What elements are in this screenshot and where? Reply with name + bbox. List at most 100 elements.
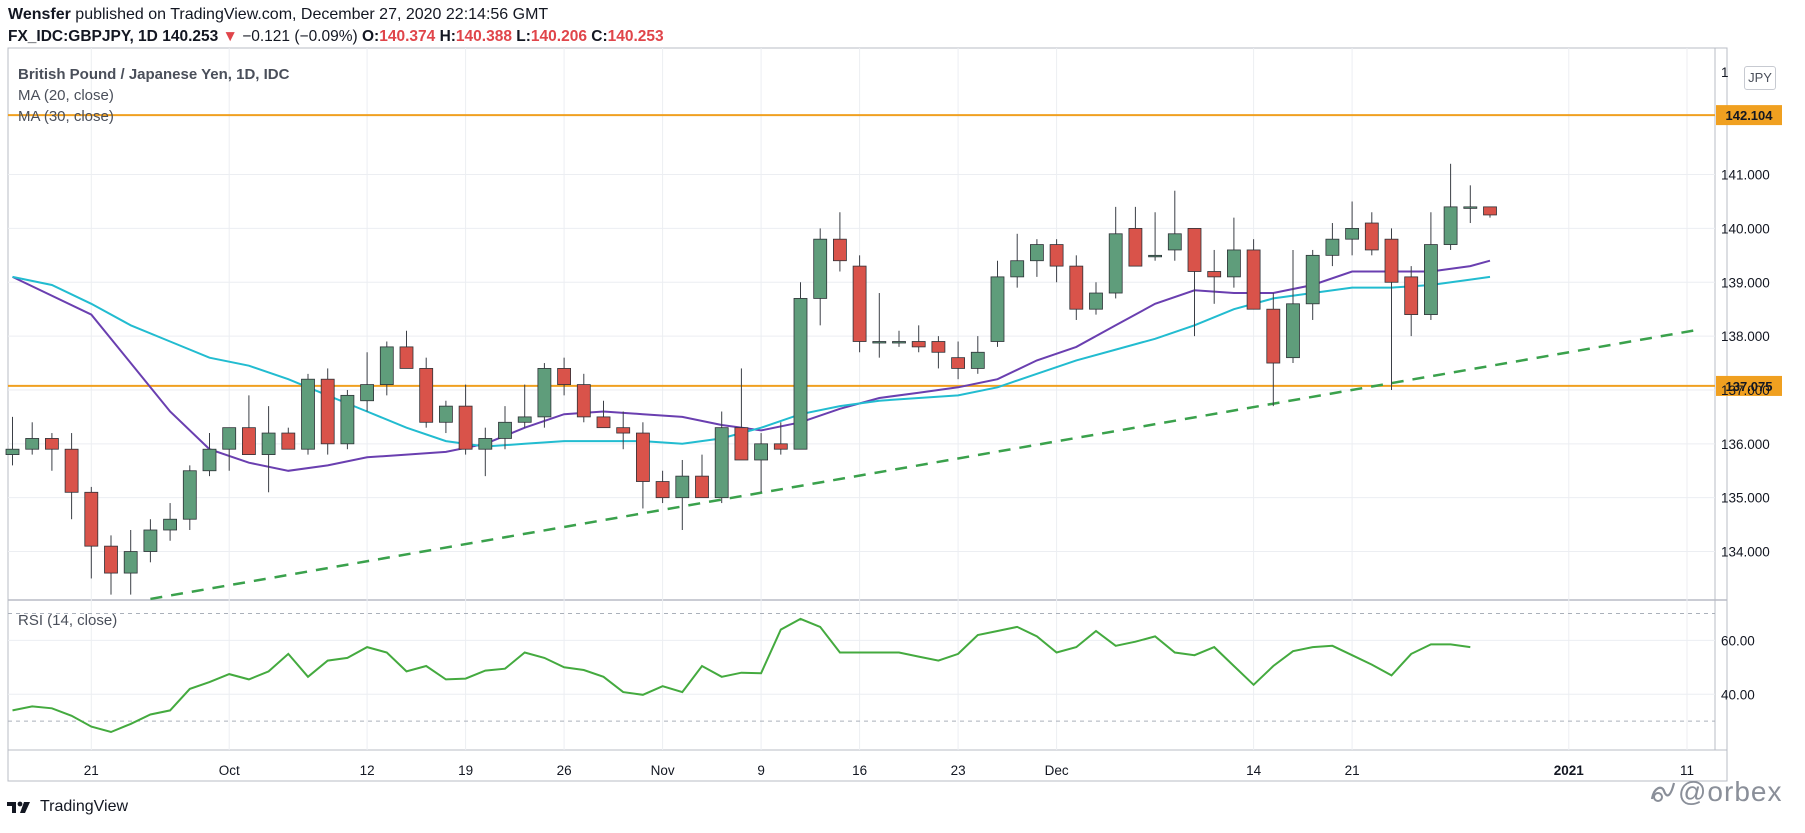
down-arrow-icon: ▼	[222, 28, 238, 45]
candle-body	[576, 384, 591, 418]
high-value: 140.388	[455, 28, 512, 45]
watermark-text: @orbex	[1678, 776, 1783, 807]
candle-body	[340, 394, 355, 445]
candle-body	[399, 346, 414, 369]
candle-body	[1010, 260, 1025, 278]
candle-body	[675, 475, 690, 499]
time-axis-label: 12	[360, 763, 375, 778]
currency-button[interactable]: JPY	[1744, 66, 1776, 90]
candlesticks	[5, 163, 1497, 595]
candle-body	[1128, 228, 1143, 267]
level-price-tag	[1716, 375, 1782, 396]
candle-body	[1424, 244, 1438, 315]
close-label: C:	[591, 28, 608, 45]
candle-body	[852, 265, 867, 342]
candle-body	[301, 378, 315, 450]
candle-body	[1167, 233, 1182, 251]
open-value: 140.374	[379, 28, 436, 45]
candle-body	[911, 341, 926, 348]
candle-body	[1364, 222, 1379, 251]
symbol-info: FX_IDC:GBPJPY, 1D 140.253 ▼ −0.121 (−0.0…	[8, 28, 664, 46]
time-axis-label: 21	[84, 763, 99, 778]
time-axis-label: 21	[1345, 763, 1360, 778]
candle-body	[1305, 254, 1320, 305]
candle-body	[1227, 249, 1241, 278]
candle-body	[458, 405, 473, 450]
time-axis-label: 11	[1680, 763, 1694, 778]
close-value: 140.253	[607, 28, 664, 45]
candle-body	[793, 298, 808, 450]
horizontal-levels[interactable]: 142.104 137.075	[8, 105, 1782, 396]
candle-body	[1030, 244, 1044, 262]
candle-body	[241, 427, 256, 455]
candle-body	[84, 491, 99, 547]
time-axis-label: 19	[458, 763, 473, 778]
candle-body	[892, 341, 906, 344]
price-axis-label: 141.000	[1721, 168, 1770, 183]
candle-body	[1345, 228, 1359, 240]
trendline[interactable]	[150, 328, 1700, 601]
watermark: @orbex	[1648, 776, 1782, 808]
candle-body	[379, 346, 394, 385]
candle-body	[1069, 265, 1084, 310]
candle-body	[1089, 292, 1103, 310]
publish-text: published on TradingView.com, December 2…	[75, 6, 549, 23]
rsi-axis-label: 40.00	[1721, 687, 1755, 702]
ma30-legend[interactable]: MA (30, close)	[18, 108, 114, 125]
candle-body	[773, 443, 788, 450]
candle-body	[478, 438, 493, 450]
time-axis-label: Oct	[219, 763, 240, 778]
rsi-line	[12, 617, 1471, 734]
candle-body	[1207, 271, 1222, 278]
price-axis-label: 139.000	[1721, 275, 1770, 290]
time-axis-label: 9	[757, 763, 765, 778]
open-label: O:	[362, 28, 380, 45]
time-axis-label: 16	[852, 763, 867, 778]
support-trendline	[150, 328, 1700, 601]
candle-body	[360, 384, 375, 402]
rsi-line	[12, 617, 1471, 734]
level-price-label: 137.075	[1726, 379, 1773, 394]
author-name[interactable]: Wensfer	[8, 6, 71, 23]
rsi-axis-label: 60.00	[1721, 633, 1755, 648]
tradingview-brand: TradingView	[40, 798, 129, 815]
candle-body	[1246, 249, 1261, 310]
orbex-logo-icon	[1650, 782, 1676, 802]
candle-body	[1384, 238, 1399, 283]
candle-body	[517, 416, 532, 423]
rsi-legend[interactable]: RSI (14, close)	[18, 612, 118, 629]
candle-body	[1325, 238, 1340, 256]
price-axis[interactable]: 1 134.000 135.000 136.000 137.000 138.000 139.…	[1721, 65, 1770, 702]
time-axis-label: Dec	[1045, 763, 1069, 778]
price-axis-label: 136.000	[1721, 437, 1770, 452]
candle-body	[1463, 206, 1478, 209]
tradingview-icon	[7, 801, 30, 813]
candle-body	[182, 470, 197, 520]
price-change: −0.121 (−0.09%)	[242, 28, 358, 45]
candle-body	[616, 427, 631, 434]
candle-body	[970, 351, 985, 369]
candle-body	[320, 378, 335, 445]
high-label: H:	[439, 28, 456, 45]
candle-body	[143, 529, 158, 552]
time-axis-label: 23	[951, 763, 966, 778]
candle-body	[537, 368, 552, 418]
low-label: L:	[516, 28, 531, 45]
price-axis-label: 135.000	[1721, 491, 1770, 506]
time-axis-label: 14	[1246, 763, 1262, 778]
symbol-name: FX_IDC:GBPJPY, 1D	[8, 28, 158, 45]
ma20-legend[interactable]: MA (20, close)	[18, 87, 114, 104]
rsi-band	[8, 612, 1715, 722]
chart-title[interactable]: British Pound / Japanese Yen, 1D, IDC	[18, 66, 290, 83]
candle-body	[1286, 303, 1300, 359]
publish-info: Wensfer published on TradingView.com, De…	[8, 6, 548, 24]
candle-body	[438, 405, 453, 423]
time-axis-label: 2021	[1554, 763, 1585, 778]
candle-body	[636, 432, 650, 482]
candle-body	[45, 438, 59, 450]
candle-body	[222, 427, 237, 450]
time-axis[interactable]: 21 Oct 12 19 26 Nov 9 16 23 Dec 14 21 2021 11	[84, 763, 1694, 778]
tradingview-logo[interactable]: TradingView	[6, 798, 128, 816]
candle-body	[419, 368, 434, 423]
